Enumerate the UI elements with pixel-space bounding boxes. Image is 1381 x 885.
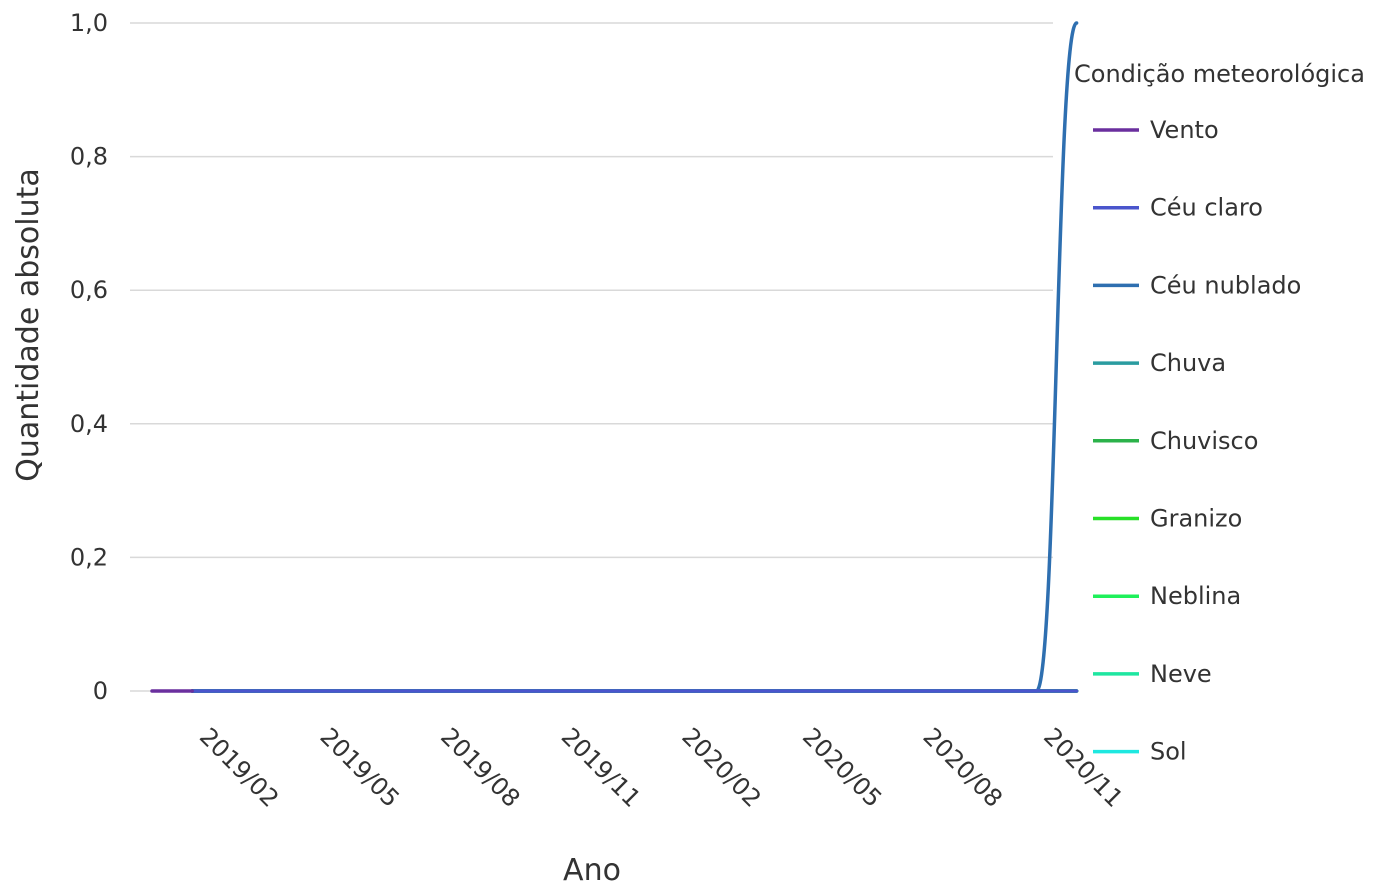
legend-label: Neblina (1150, 582, 1241, 610)
legend-item: Céu nublado (1093, 271, 1301, 299)
legend-item: Neve (1093, 660, 1212, 688)
legend-label: Neve (1150, 660, 1212, 688)
y-tick-label: 0,2 (70, 543, 108, 571)
legend: Condição meteorológica Vento Céu claro Céu… (1074, 60, 1365, 766)
legend-label: Sol (1150, 738, 1187, 766)
legend-label: Vento (1150, 116, 1219, 144)
x-tick-label: 2020/08 (918, 722, 1008, 812)
x-axis-ticks: 2019/02 2019/05 2019/08 2019/11 2020/02 2020/… (194, 722, 1128, 812)
y-axis-ticks: 0 0,2 0,4 0,6 0,8 1,0 (70, 9, 108, 705)
series-line-2 (190, 21, 1079, 693)
x-tick-label: 2020/02 (676, 722, 766, 812)
x-tick-label: 2019/08 (435, 722, 525, 812)
legend-item: Chuva (1093, 349, 1226, 377)
legend-title: Condição meteorológica (1074, 60, 1365, 88)
legend-label: Chuvisco (1150, 427, 1258, 455)
legend-item: Granizo (1093, 505, 1242, 533)
legend-item: Sol (1093, 738, 1187, 766)
x-tick-label: 2020/05 (797, 722, 887, 812)
gridlines (130, 22, 1053, 692)
x-tick-label: 2019/02 (194, 722, 284, 812)
legend-items: Vento Céu claro Céu nublado Chuva Chuvisco Gr… (1093, 116, 1301, 766)
legend-item: Chuvisco (1093, 427, 1258, 455)
x-axis-title: Ano (563, 853, 621, 885)
x-tick-label: 2019/05 (315, 722, 405, 812)
x-tick-label: 2019/11 (556, 722, 646, 812)
y-tick-label: 0 (93, 677, 108, 705)
legend-label: Granizo (1150, 505, 1242, 533)
y-tick-label: 0,8 (70, 143, 108, 171)
y-tick-label: 1,0 (70, 9, 108, 37)
series-lines (150, 21, 1079, 693)
legend-label: Céu claro (1150, 194, 1263, 222)
legend-label: Chuva (1150, 349, 1226, 377)
y-tick-label: 0,6 (70, 276, 108, 304)
legend-item: Neblina (1093, 582, 1241, 610)
legend-item: Céu claro (1093, 194, 1263, 222)
x-tick-label: 2020/11 (1038, 722, 1128, 812)
y-tick-label: 0,4 (70, 410, 108, 438)
legend-item: Vento (1093, 116, 1219, 144)
y-axis-title: Quantidade absoluta (11, 168, 46, 482)
legend-label: Céu nublado (1150, 271, 1301, 299)
